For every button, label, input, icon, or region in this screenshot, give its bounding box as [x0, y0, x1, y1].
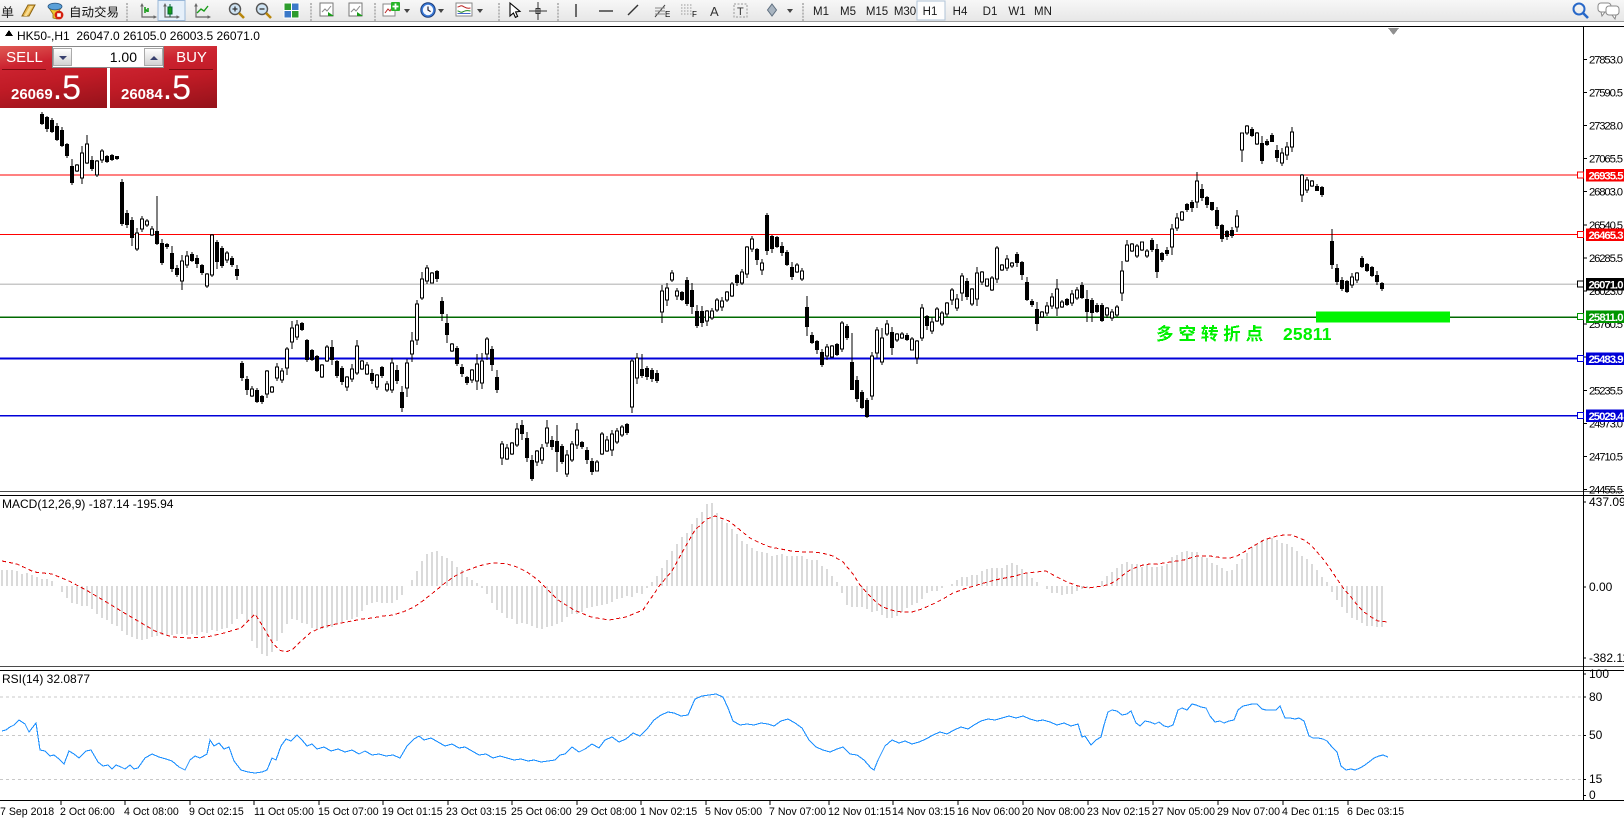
svg-text:-382.11: -382.11 — [1589, 651, 1624, 665]
svg-text:26935.5: 26935.5 — [1589, 170, 1624, 182]
svg-text:M5: M5 — [840, 6, 856, 18]
svg-text:26465.3: 26465.3 — [1589, 230, 1624, 242]
svg-text:26285.5: 26285.5 — [1589, 253, 1623, 265]
svg-text:12 Nov 01:15: 12 Nov 01:15 — [828, 806, 891, 818]
svg-text:H1: H1 — [923, 6, 938, 18]
svg-text:24710.5: 24710.5 — [1589, 452, 1623, 464]
svg-text:437.09: 437.09 — [1589, 495, 1624, 509]
svg-text:25029.4: 25029.4 — [1589, 411, 1624, 423]
svg-text:2 Oct 06:00: 2 Oct 06:00 — [60, 806, 115, 818]
svg-text:24455.5: 24455.5 — [1589, 484, 1623, 496]
svg-text:23 Nov 02:15: 23 Nov 02:15 — [1087, 806, 1150, 818]
svg-text:W1: W1 — [1008, 6, 1025, 18]
svg-text:27328.0: 27328.0 — [1589, 121, 1623, 133]
svg-text:29 Oct 08:00: 29 Oct 08:00 — [576, 806, 637, 818]
svg-text:HK50-,H1 26047.0 26105.0 2600: HK50-,H1 26047.0 26105.0 26003.5 26071.0 — [17, 29, 260, 43]
svg-text:RSI(14) 32.0877: RSI(14) 32.0877 — [2, 672, 90, 686]
svg-text:A: A — [710, 4, 719, 19]
svg-text:25811.0: 25811.0 — [1589, 312, 1624, 324]
svg-text:100: 100 — [1589, 667, 1609, 681]
svg-text:9 Oct 02:15: 9 Oct 02:15 — [189, 806, 244, 818]
svg-text:1 Nov 02:15: 1 Nov 02:15 — [640, 806, 697, 818]
svg-text:27 Nov 05:00: 27 Nov 05:00 — [1152, 806, 1215, 818]
svg-text:15: 15 — [1589, 772, 1603, 786]
svg-text:14 Nov 03:15: 14 Nov 03:15 — [892, 806, 955, 818]
svg-text:20 Nov 08:00: 20 Nov 08:00 — [1022, 806, 1085, 818]
svg-text:25811: 25811 — [1283, 324, 1332, 344]
svg-text:E: E — [665, 10, 670, 19]
svg-text:F: F — [692, 10, 697, 19]
svg-text:M15: M15 — [866, 6, 888, 18]
svg-text:27590.5: 27590.5 — [1589, 87, 1623, 99]
svg-text:26071.0: 26071.0 — [1589, 280, 1624, 292]
svg-text:26803.0: 26803.0 — [1589, 187, 1623, 199]
svg-text:4 Dec 01:15: 4 Dec 01:15 — [1282, 806, 1339, 818]
svg-text:H4: H4 — [953, 6, 968, 18]
svg-text:0.00: 0.00 — [1589, 580, 1613, 594]
svg-text:25 Oct 06:00: 25 Oct 06:00 — [511, 806, 572, 818]
svg-text:27853.0: 27853.0 — [1589, 54, 1623, 66]
svg-text:50: 50 — [1589, 728, 1603, 742]
svg-text:4 Oct 08:00: 4 Oct 08:00 — [124, 806, 179, 818]
svg-text:5 Nov 05:00: 5 Nov 05:00 — [705, 806, 762, 818]
svg-text:27065.5: 27065.5 — [1589, 154, 1623, 166]
svg-text:MACD(12,26,9) -187.14 -195.94: MACD(12,26,9) -187.14 -195.94 — [2, 497, 174, 511]
svg-text:25483.9: 25483.9 — [1589, 354, 1624, 366]
svg-text:7 Sep 2018: 7 Sep 2018 — [0, 806, 54, 818]
svg-text:T: T — [737, 6, 744, 18]
svg-text:0: 0 — [1589, 788, 1596, 802]
svg-text:16 Nov 06:00: 16 Nov 06:00 — [957, 806, 1020, 818]
svg-text:29 Nov 07:00: 29 Nov 07:00 — [1217, 806, 1280, 818]
svg-text:MN: MN — [1034, 6, 1052, 18]
svg-text:D1: D1 — [983, 6, 998, 18]
svg-text:M1: M1 — [813, 6, 829, 18]
svg-text:11 Oct 05:00: 11 Oct 05:00 — [254, 806, 314, 818]
svg-text:19 Oct 01:15: 19 Oct 01:15 — [382, 806, 443, 818]
svg-text:80: 80 — [1589, 690, 1603, 704]
svg-text:M30: M30 — [894, 6, 916, 18]
svg-text:7 Nov 07:00: 7 Nov 07:00 — [769, 806, 826, 818]
svg-text:15 Oct 07:00: 15 Oct 07:00 — [318, 806, 379, 818]
svg-text:23 Oct 03:15: 23 Oct 03:15 — [446, 806, 507, 818]
svg-text:25235.5: 25235.5 — [1589, 385, 1623, 397]
svg-text:6 Dec 03:15: 6 Dec 03:15 — [1347, 806, 1404, 818]
